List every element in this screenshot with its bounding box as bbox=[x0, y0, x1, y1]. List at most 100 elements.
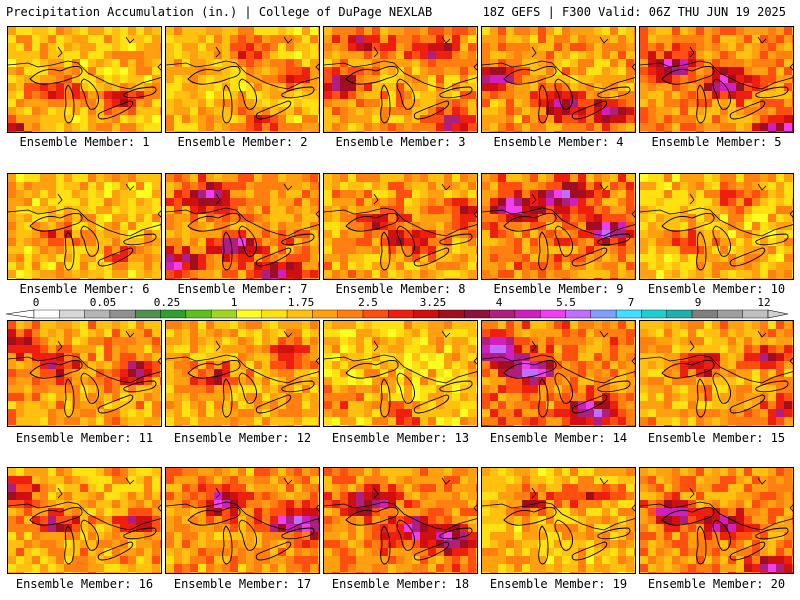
great-lake-outline bbox=[97, 247, 134, 267]
state-border bbox=[57, 340, 63, 352]
great-lake-outline bbox=[97, 100, 134, 120]
ensemble-member-panel bbox=[323, 26, 478, 133]
state-border bbox=[757, 183, 767, 191]
great-lake-outline bbox=[238, 519, 257, 551]
great-lake-outline bbox=[345, 360, 399, 379]
state-border bbox=[373, 46, 379, 58]
great-lake-outline bbox=[554, 78, 573, 110]
state-border bbox=[473, 210, 477, 218]
state-border bbox=[315, 210, 319, 218]
colorbar-swatch bbox=[388, 309, 414, 319]
great-lake-outline bbox=[396, 519, 415, 551]
colorbar-swatch bbox=[261, 309, 288, 319]
precipitation-field-map bbox=[482, 468, 635, 573]
precipitation-field-map bbox=[166, 321, 319, 426]
state-border bbox=[125, 330, 135, 338]
ensemble-member-label: Ensemble Member: 12 bbox=[173, 431, 312, 445]
colorbar-tick-label: 7 bbox=[627, 296, 635, 309]
colorbar-swatch bbox=[464, 309, 490, 319]
colorbar-swatch bbox=[236, 309, 262, 319]
state-border bbox=[789, 504, 793, 512]
precipitation-field-map bbox=[8, 174, 161, 279]
ensemble-member-label: Ensemble Member: 1 bbox=[19, 135, 150, 149]
ensemble-member-panel bbox=[639, 467, 794, 574]
precipitation-field-map bbox=[324, 321, 477, 426]
great-lake-outline bbox=[755, 380, 789, 393]
colorbar-tick-label: 5.5 bbox=[556, 296, 576, 309]
ensemble-member-panel bbox=[481, 26, 636, 133]
precipitation-field-map bbox=[324, 468, 477, 573]
great-lake-outline bbox=[712, 519, 731, 551]
great-lake-outline bbox=[538, 84, 549, 124]
great-lake-outline bbox=[380, 378, 391, 418]
precipitation-field-map bbox=[640, 174, 793, 279]
precipitation-field-map bbox=[640, 321, 793, 426]
great-lake-outline bbox=[554, 372, 573, 404]
great-lake-outline bbox=[413, 100, 450, 120]
state-border bbox=[166, 207, 319, 237]
great-lake-outline bbox=[503, 360, 557, 379]
great-lake-outline bbox=[238, 372, 257, 404]
precipitation-field-map bbox=[324, 27, 477, 132]
colorbar-swatch bbox=[312, 309, 338, 319]
great-lake-outline bbox=[255, 247, 292, 267]
great-lake-outline bbox=[64, 231, 75, 271]
state-border bbox=[640, 501, 793, 531]
colorbar-swatch bbox=[691, 309, 718, 319]
state-border bbox=[599, 36, 609, 44]
great-lake-outline bbox=[238, 225, 257, 257]
great-lake-outline bbox=[123, 86, 157, 99]
state-border bbox=[215, 193, 221, 205]
great-lake-outline bbox=[222, 84, 233, 124]
state-border bbox=[441, 330, 451, 338]
colorbar-swatch bbox=[615, 309, 642, 319]
precipitation-field-map bbox=[166, 174, 319, 279]
great-lake-outline bbox=[729, 394, 766, 414]
state-border bbox=[315, 63, 319, 71]
great-lake-outline bbox=[345, 66, 399, 85]
ensemble-member-panel bbox=[7, 467, 162, 574]
state-border bbox=[482, 207, 635, 237]
colorbar-swatch bbox=[33, 309, 60, 319]
great-lake-outline bbox=[80, 225, 99, 257]
state-border bbox=[8, 207, 161, 237]
great-lake-outline bbox=[571, 541, 608, 561]
map-title: Precipitation Accumulation (in.) | Colle… bbox=[6, 5, 433, 19]
ensemble-member-panel bbox=[323, 173, 478, 280]
great-lake-outline bbox=[712, 372, 731, 404]
state-border bbox=[8, 501, 161, 531]
state-border bbox=[757, 36, 767, 44]
colorbar-tick-label: 3.25 bbox=[419, 296, 447, 309]
precipitation-field-map bbox=[166, 468, 319, 573]
ensemble-member-label: Ensemble Member: 10 bbox=[647, 282, 786, 296]
great-lake-outline bbox=[571, 394, 608, 414]
state-border bbox=[789, 210, 793, 218]
great-lake-outline bbox=[661, 507, 715, 526]
great-lake-outline bbox=[712, 78, 731, 110]
great-lake-outline bbox=[538, 378, 549, 418]
colorbar-swatch bbox=[590, 309, 617, 319]
great-lake-outline bbox=[696, 84, 707, 124]
colorbar-swatch bbox=[185, 309, 212, 319]
state-border bbox=[324, 354, 477, 384]
great-lake-outline bbox=[396, 78, 415, 110]
great-lake-outline bbox=[187, 213, 241, 232]
state-border bbox=[473, 357, 477, 365]
state-border bbox=[315, 504, 319, 512]
ensemble-member-panel bbox=[481, 467, 636, 574]
precipitation-field-map bbox=[8, 468, 161, 573]
state-border bbox=[482, 60, 635, 90]
state-border bbox=[631, 210, 635, 218]
state-border bbox=[157, 210, 161, 218]
ensemble-member-label: Ensemble Member: 3 bbox=[335, 135, 466, 149]
state-border bbox=[689, 46, 695, 58]
colorbar-swatch bbox=[717, 309, 743, 319]
great-lake-outline bbox=[503, 507, 557, 526]
great-lake-outline bbox=[281, 233, 315, 246]
ensemble-member-label: Ensemble Member: 16 bbox=[15, 577, 154, 591]
colorbar-swatch bbox=[337, 309, 364, 319]
state-border bbox=[166, 60, 319, 90]
ensemble-member-label: Ensemble Member: 6 bbox=[19, 282, 150, 296]
great-lake-outline bbox=[661, 213, 715, 232]
state-border bbox=[631, 357, 635, 365]
